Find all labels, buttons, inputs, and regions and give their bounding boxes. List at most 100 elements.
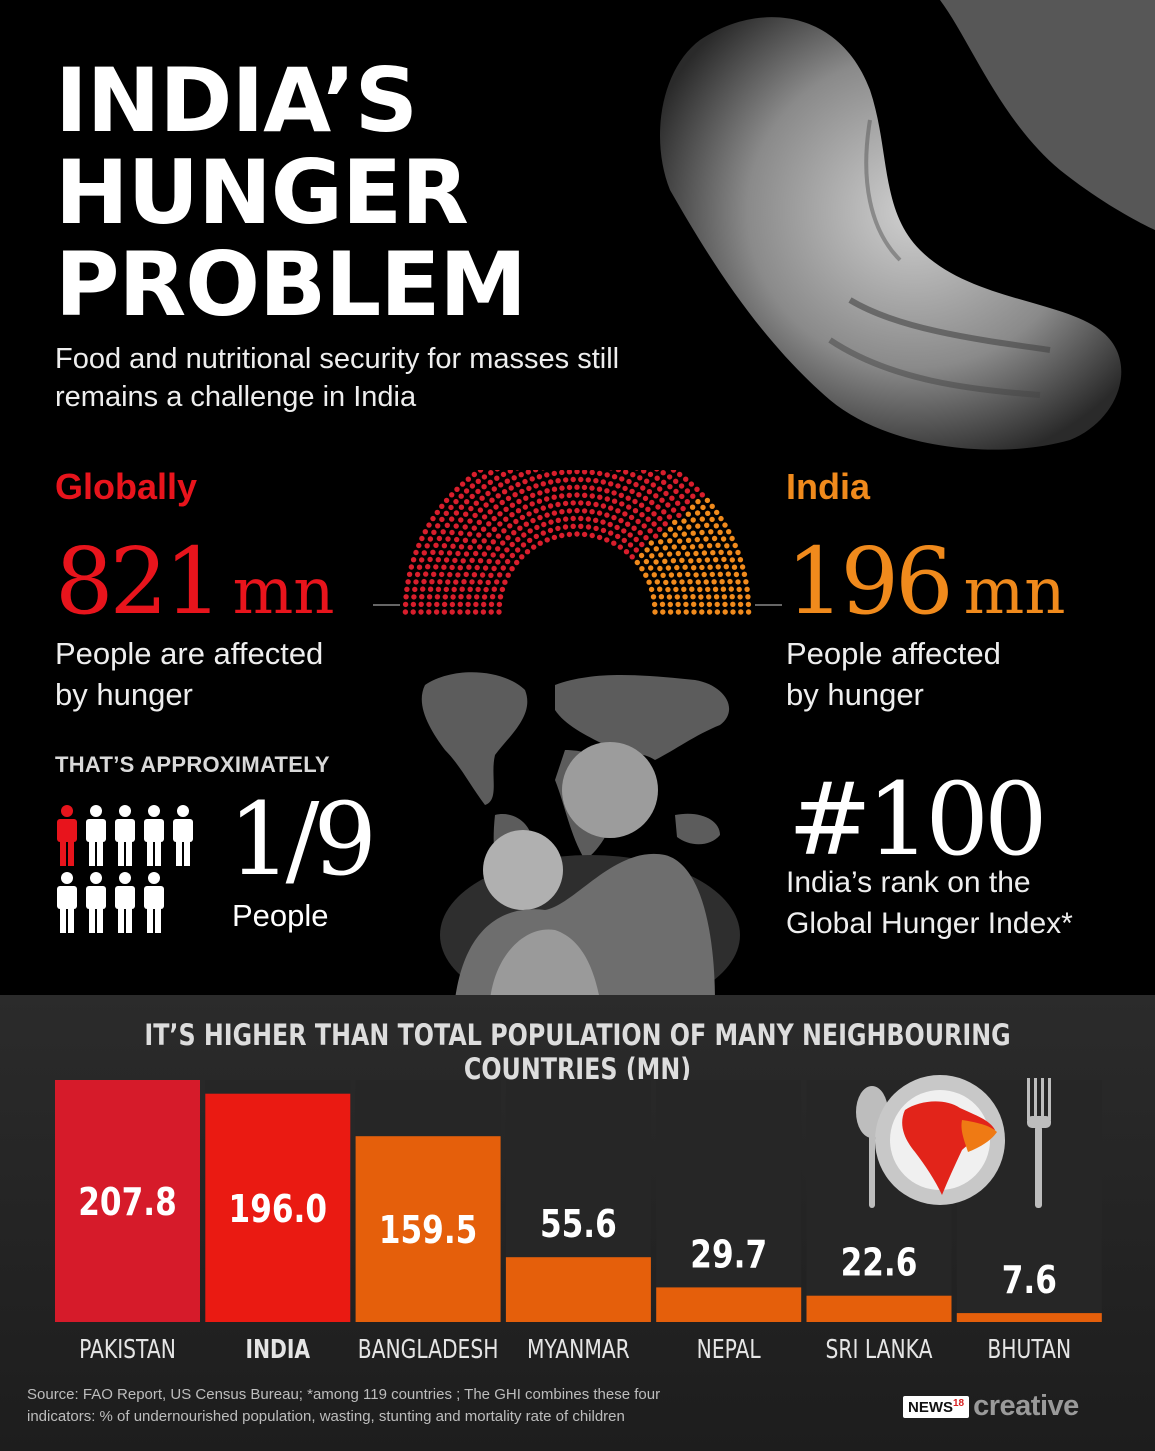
donut-dot <box>519 514 526 521</box>
cupped-hands-image <box>660 0 1155 450</box>
donut-dot <box>457 601 463 607</box>
donut-dot <box>625 521 631 527</box>
donut-dot <box>519 488 525 495</box>
donut-dot <box>690 530 696 536</box>
donut-dot <box>563 516 569 522</box>
ratio-description: People <box>232 898 329 933</box>
donut-dot <box>500 540 506 546</box>
donut-dot <box>636 492 642 498</box>
donut-dot <box>665 565 672 571</box>
donut-dot <box>694 510 701 516</box>
donut-dot <box>477 544 483 550</box>
category-label: BANGLADESH <box>358 1335 499 1365</box>
donut-dot <box>419 535 425 542</box>
column-background <box>656 1080 802 1322</box>
donut-dot <box>681 586 687 592</box>
donut-dot <box>703 536 709 542</box>
donut-dot <box>645 506 651 512</box>
people-icon-group <box>57 805 193 933</box>
donut-dot <box>499 499 505 506</box>
donut-dot <box>688 481 695 487</box>
donut-dot <box>679 579 685 585</box>
donut-dot <box>622 485 628 492</box>
donut-dot <box>495 493 501 499</box>
donut-dot <box>443 497 450 504</box>
donut-dot <box>491 565 497 572</box>
donut-dot <box>589 485 595 491</box>
donut-dot <box>566 531 573 538</box>
person-icon <box>86 805 106 866</box>
donut-dot <box>445 536 451 542</box>
donut-dot <box>615 533 621 540</box>
donut-dot <box>685 537 692 543</box>
donut-dot <box>637 530 643 536</box>
donut-dot <box>458 504 465 510</box>
donut-dot <box>661 479 667 485</box>
donut-dot <box>413 579 419 585</box>
donut-dot <box>596 510 603 516</box>
donut-dot <box>570 515 576 522</box>
donut-dot <box>639 566 645 572</box>
donut-dot <box>623 470 629 475</box>
donut-dot <box>473 500 479 506</box>
donut-dot <box>463 511 469 517</box>
donut-dot <box>548 479 554 485</box>
donut-dot <box>507 523 513 529</box>
donut-dot <box>453 579 459 585</box>
donut-dot <box>638 552 645 559</box>
donut-dot <box>593 478 599 484</box>
donut-dot <box>416 564 423 570</box>
donut-dot <box>422 529 428 535</box>
donut-dot <box>486 532 492 538</box>
donut-dot <box>662 558 668 564</box>
donut-dot <box>706 594 712 600</box>
bar-group: 207.8 PAKISTAN 196.0 INDIA 159.5 BANGLADESH 55… <box>55 1080 1102 1365</box>
donut-dot <box>476 519 482 525</box>
donut-dot <box>547 503 554 509</box>
category-label: INDIA <box>246 1335 311 1365</box>
donut-dot <box>503 516 509 522</box>
people-icons <box>57 805 193 933</box>
donut-dot <box>631 525 637 531</box>
donut-dot <box>704 497 711 504</box>
donut-dot <box>629 554 635 560</box>
donut-dot <box>650 594 657 600</box>
donut-dot <box>541 470 545 471</box>
donut-dot <box>449 516 455 522</box>
donut-dot <box>551 494 557 500</box>
donut-dot <box>566 508 573 514</box>
donut-dot <box>497 521 503 527</box>
donut-dot <box>648 586 655 593</box>
bar-value-label: 207.8 <box>78 1181 177 1225</box>
donut-dot <box>431 529 437 535</box>
person-icon <box>57 872 77 933</box>
donut-dot <box>648 540 654 546</box>
donut-dot <box>525 470 531 475</box>
donut-dot <box>540 481 546 487</box>
source-note: Source: FAO Report, US Census Bureau; *a… <box>27 1384 787 1428</box>
donut-dot <box>639 512 645 518</box>
donut-dot <box>670 558 677 564</box>
donut-dot <box>458 517 464 523</box>
donut-dot <box>667 601 673 608</box>
donut-dot <box>466 594 472 600</box>
donut-dot <box>435 586 442 592</box>
donut-dot <box>548 519 554 525</box>
donut-dot <box>509 512 515 518</box>
donut-dot <box>701 571 707 578</box>
donut-dot <box>679 493 685 500</box>
title-line-1: INDIA’S <box>55 49 418 152</box>
donut-dot <box>666 594 673 600</box>
donut-dot <box>641 523 647 529</box>
donut-dot <box>685 571 691 578</box>
donut-dot <box>596 534 603 541</box>
donut-dot <box>653 546 659 552</box>
donut-dot <box>495 559 501 565</box>
page-title: INDIA’S HUNGER PROBLEM <box>55 49 527 331</box>
donut-dot <box>448 504 454 511</box>
donut-dot <box>646 489 653 495</box>
donut-dot <box>515 508 522 514</box>
donut-dot <box>669 495 675 501</box>
donut-dot <box>481 474 488 480</box>
donut-dot <box>511 530 517 536</box>
